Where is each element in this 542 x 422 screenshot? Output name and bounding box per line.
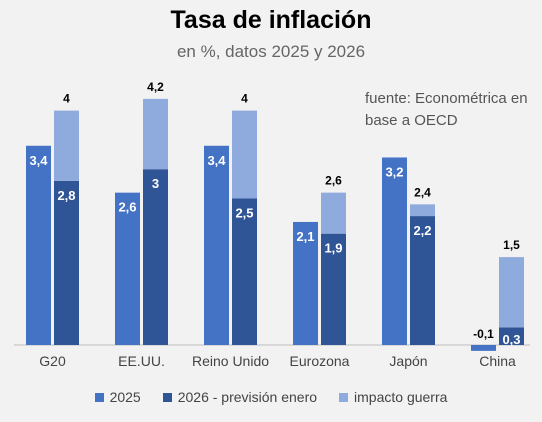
source-annotation: fuente: Econométrica en base a OECD (365, 90, 528, 129)
legend-label-2026: 2026 - previsión enero (177, 389, 318, 405)
legend-label-impacto: impacto guerra (354, 389, 448, 405)
bar-impacto-jap-n (410, 204, 435, 217)
bar-2025-ee-uu (115, 192, 140, 345)
category-label-eurozona: Eurozona (290, 353, 350, 369)
label-total-reino-unido: 4 (241, 92, 248, 106)
label-total-g20: 4 (63, 92, 70, 106)
legend: 2025 2026 - previsión enero impacto guer… (0, 389, 542, 405)
category-label-china: China (479, 353, 516, 369)
bar-2025-reino-unido (204, 145, 229, 345)
legend-swatch-impacto (339, 392, 349, 402)
legend-label-2025: 2025 (109, 389, 141, 405)
bar-2025-china (471, 345, 496, 351)
label-total-eurozona: 2,6 (325, 174, 342, 188)
label-total-jap-n: 2,4 (414, 185, 431, 199)
label-2025-ee-uu: 2,6 (118, 200, 136, 215)
bar-2025-eurozona (293, 221, 318, 345)
bar-2026-china (499, 327, 524, 345)
legend-item-2026: 2026 - previsión enero (162, 389, 318, 405)
label-2025-g20: 3,4 (29, 153, 48, 168)
legend-item-impacto: impacto guerra (339, 389, 447, 405)
label-2026-g20: 2,8 (57, 188, 75, 203)
label-2025-china: -0,1 (473, 327, 494, 341)
label-2025-eurozona: 2,1 (296, 229, 314, 244)
bar-2026-jap-n (410, 216, 435, 345)
label-2025-reino-unido: 3,4 (207, 153, 226, 168)
label-2025-jap-n: 3,2 (385, 164, 403, 179)
category-label-g20: G20 (39, 353, 66, 369)
label-2026-ee-uu: 3 (152, 176, 159, 191)
bar-2025-jap-n (382, 157, 407, 345)
legend-item-2025: 2025 (94, 389, 141, 405)
label-total-china: 1,5 (503, 238, 520, 252)
legend-swatch-2026 (162, 392, 172, 402)
label-2026-reino-unido: 2,5 (235, 206, 253, 221)
category-label-reino-unido: Reino Unido (192, 353, 269, 369)
bar-2026-g20 (54, 180, 79, 345)
bar-2026-eurozona (321, 233, 346, 345)
bar-impacto-ee-uu (143, 98, 168, 170)
label-total-ee-uu: 4,2 (147, 80, 164, 94)
label-2026-jap-n: 2,2 (413, 223, 431, 238)
chart-subtitle: en %, datos 2025 y 2026 (176, 42, 366, 61)
bar-impacto-g20 (54, 110, 79, 181)
bar-2025-g20 (26, 145, 51, 345)
bar-impacto-reino-unido (232, 110, 257, 199)
category-label-ee-uu: EE.UU. (118, 353, 165, 369)
chart-title: Tasa de inflación (170, 6, 372, 34)
label-2026-eurozona: 1,9 (324, 241, 342, 256)
legend-swatch-2025 (94, 392, 104, 402)
bar-impacto-china (499, 257, 524, 328)
bar-2026-reino-unido (232, 198, 257, 345)
bar-2026-ee-uu (143, 169, 168, 345)
label-2026-china: 0,3 (502, 332, 520, 347)
category-label-jap-n: Japón (389, 353, 427, 369)
bar-impacto-eurozona (321, 192, 346, 234)
